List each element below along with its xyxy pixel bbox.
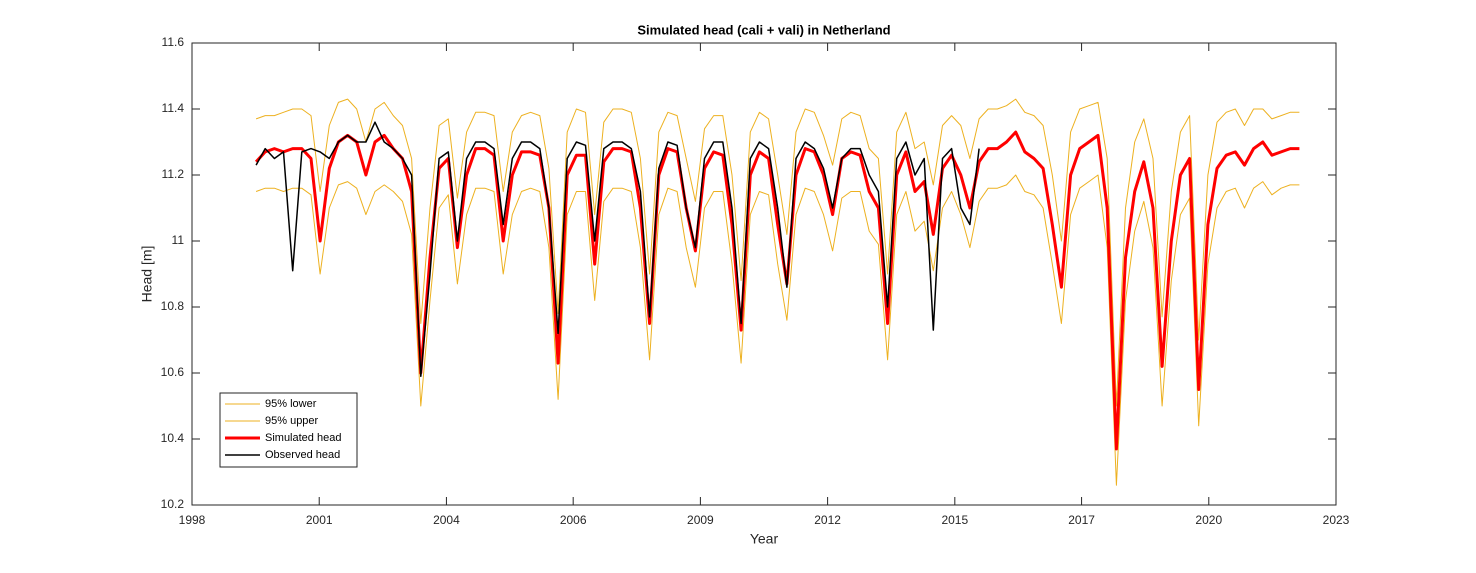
legend-label: 95% upper [265, 415, 319, 427]
y-tick-label: 11.6 [162, 35, 185, 49]
y-tick-label: 11.4 [162, 101, 185, 115]
plot-area [192, 43, 1336, 505]
x-tick-label: 1998 [179, 513, 206, 527]
x-tick-label: 2023 [1323, 513, 1350, 527]
line-series [255, 98, 1300, 407]
x-axis-label: Year [750, 531, 779, 547]
line-series [255, 174, 1300, 486]
legend-label: 95% lower [265, 398, 317, 410]
y-tick-label: 11 [172, 233, 185, 247]
line-series [255, 121, 980, 378]
x-tick-label: 2001 [306, 513, 333, 527]
x-tick-label: 2004 [433, 513, 460, 527]
x-tick-label: 2009 [687, 513, 714, 527]
line-series [254, 130, 1300, 451]
y-tick-label: 10.8 [161, 299, 185, 313]
x-tick-label: 2015 [941, 513, 968, 527]
legend-label: Observed head [265, 449, 340, 461]
y-tick-label: 11.2 [162, 167, 185, 181]
y-tick-label: 10.2 [161, 497, 185, 511]
x-tick-label: 2006 [560, 513, 587, 527]
legend-label: Simulated head [265, 432, 341, 444]
chart-title: Simulated head (cali + vali) in Netherla… [637, 22, 890, 37]
y-axis-label: Head [m] [139, 246, 155, 303]
axes-box [191, 42, 1337, 506]
y-tick-label: 10.6 [161, 365, 185, 379]
y-tick-label: 10.4 [161, 431, 185, 445]
x-tick-label: 2020 [1195, 513, 1222, 527]
x-tick-label: 2017 [1068, 513, 1095, 527]
x-tick-label: 2012 [814, 513, 841, 527]
